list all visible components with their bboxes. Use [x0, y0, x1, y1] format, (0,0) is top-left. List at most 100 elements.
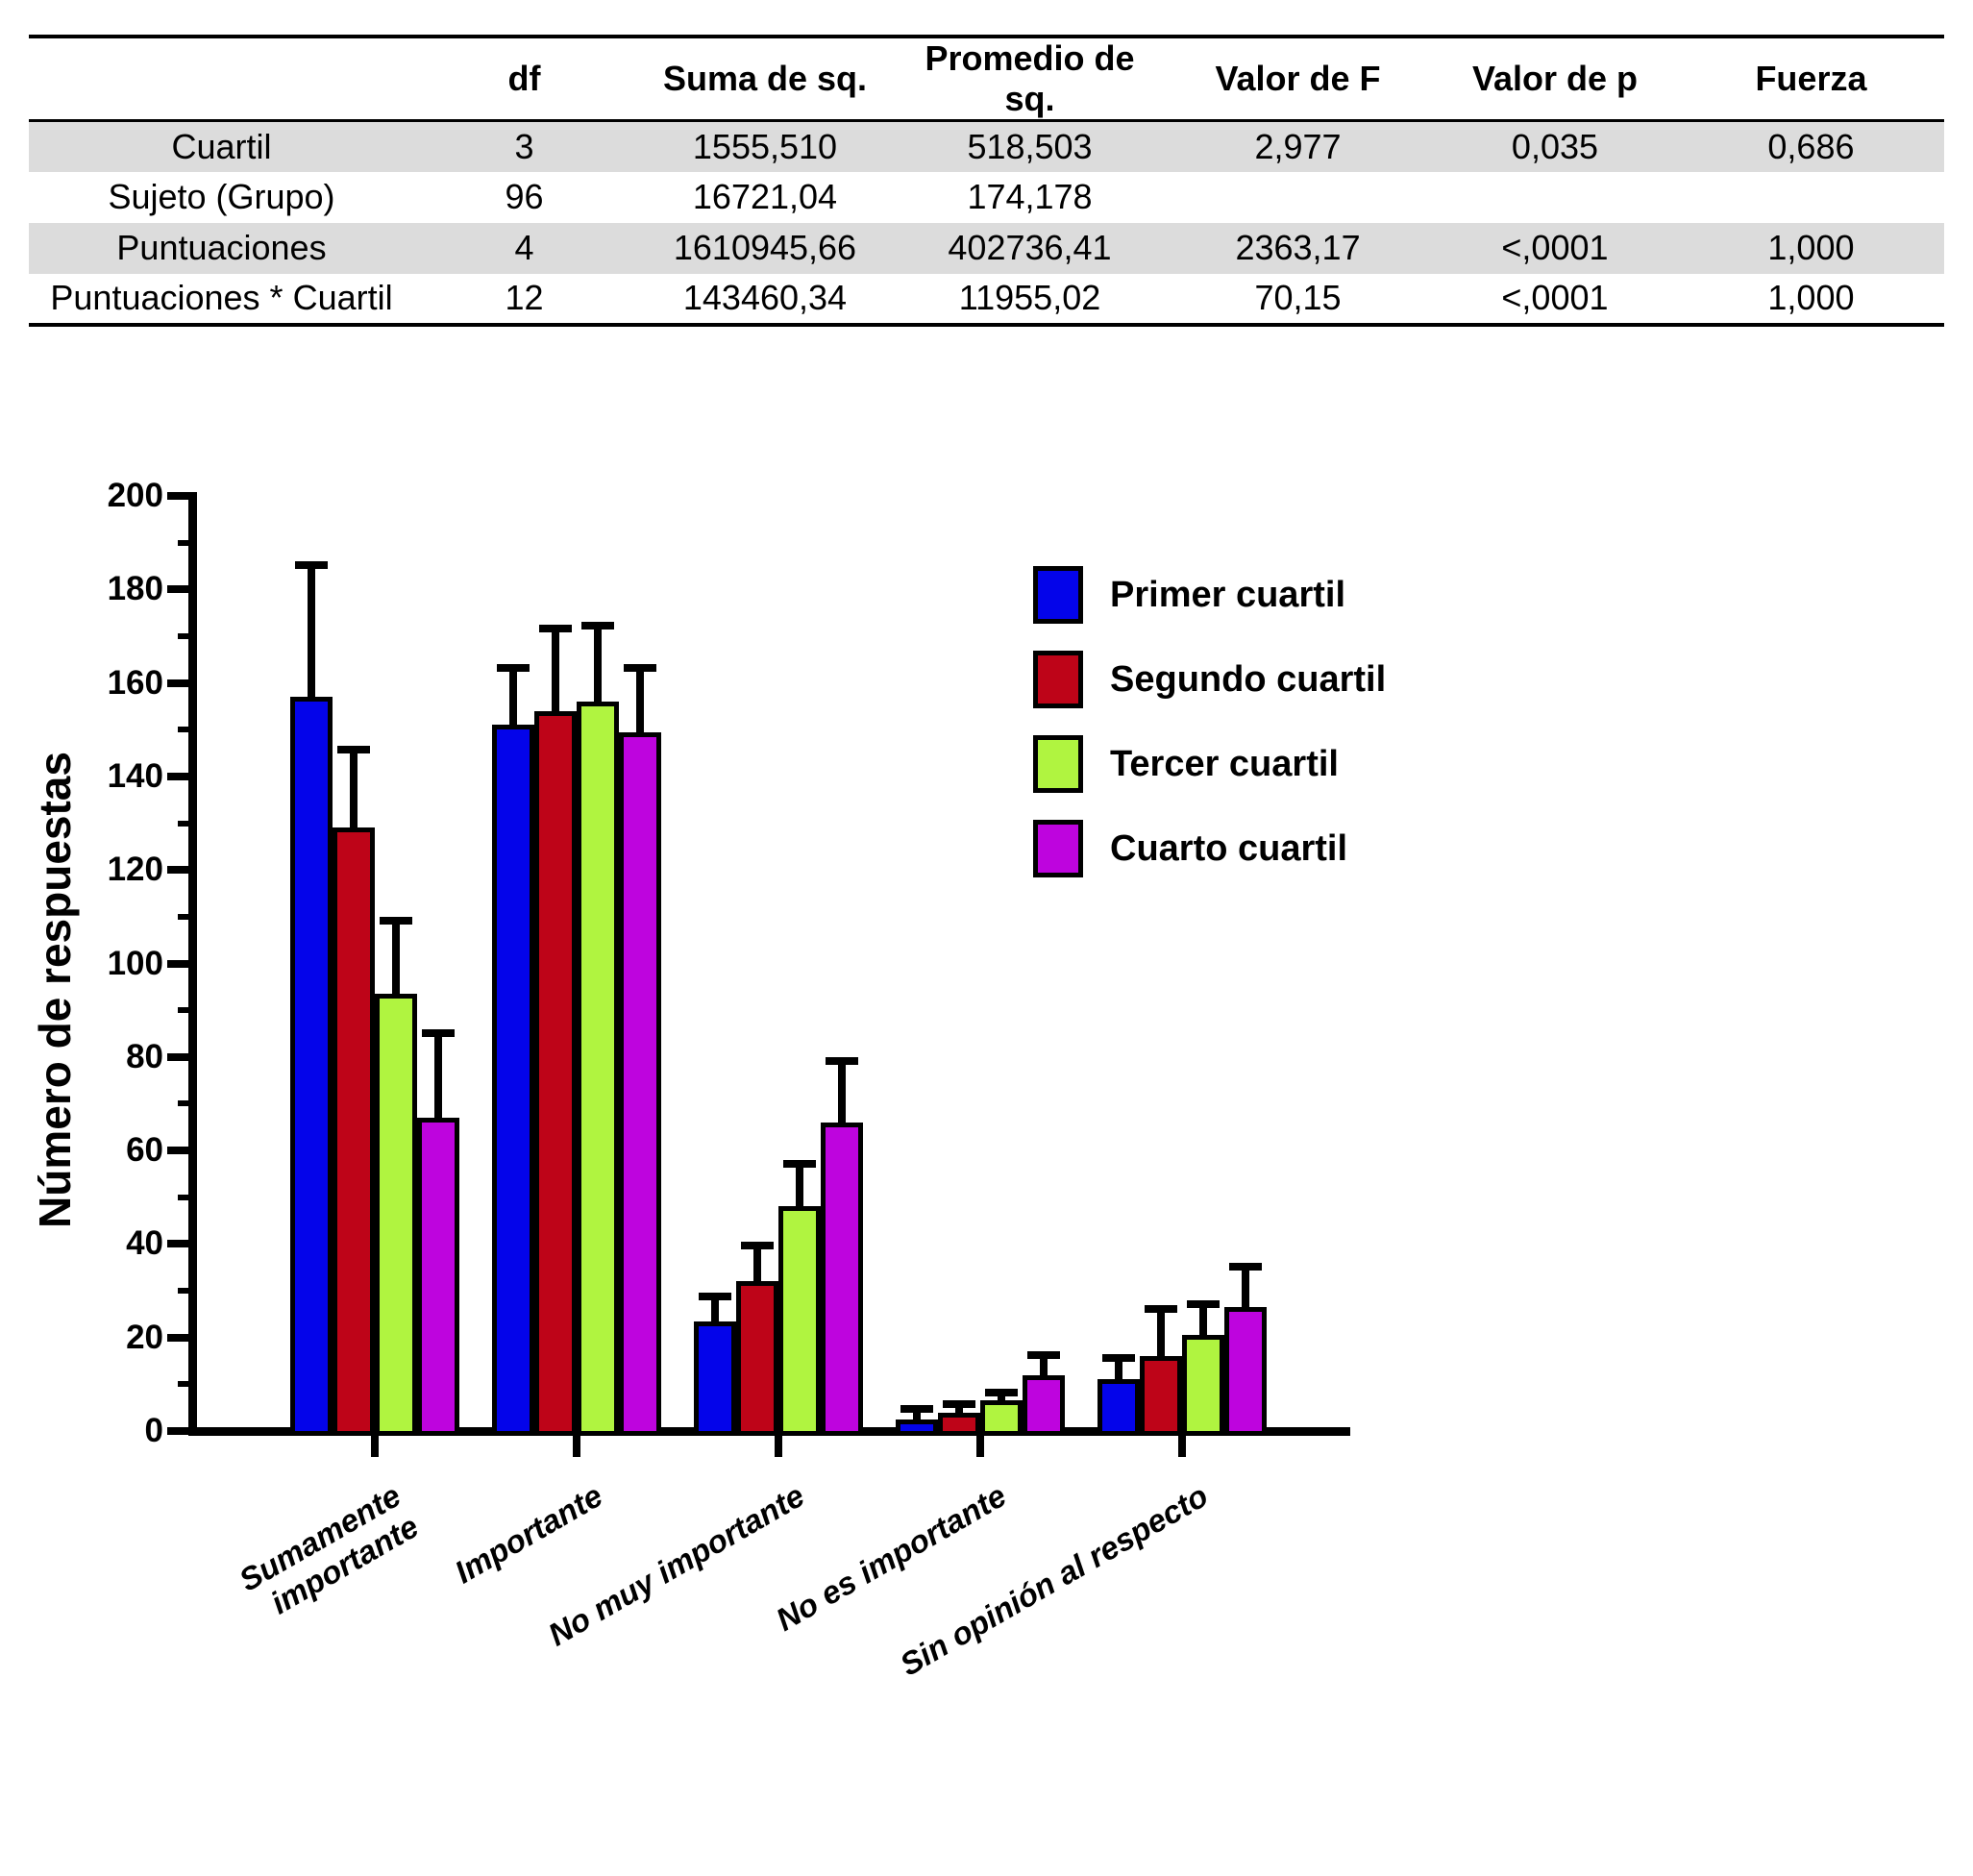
y-major-tick	[167, 1333, 188, 1342]
legend-swatch-icon	[1033, 566, 1083, 624]
error-bar-line	[955, 1400, 963, 1417]
error-bar-line	[636, 664, 644, 736]
bar-tercer-cuartil	[577, 702, 619, 1436]
bar-cuarto-cuartil	[821, 1122, 863, 1436]
legend-label: Cuarto cuartil	[1110, 827, 1348, 869]
y-minor-tick	[178, 1288, 188, 1295]
anova-cell: 2,977	[1254, 126, 1342, 166]
bar-primer-cuartil	[1097, 1379, 1140, 1436]
anova-cell: 3	[514, 126, 534, 166]
anova-row: Cuartil 3 1555,510 518,503 2,977 0,035 0,686	[29, 120, 1944, 172]
anova-col-header: df	[507, 59, 541, 98]
y-major-tick	[167, 959, 188, 968]
anova-cell: 1,000	[1767, 228, 1855, 267]
anova-cell: Cuartil	[171, 126, 272, 166]
bar-tercer-cuartil	[980, 1400, 1023, 1436]
y-minor-tick	[178, 1007, 188, 1014]
y-major-tick	[167, 1052, 188, 1061]
legend-swatch-icon	[1033, 820, 1083, 877]
bar-cuarto-cuartil	[417, 1118, 459, 1436]
y-minor-tick	[178, 1100, 188, 1107]
anova-cell: 1555,510	[692, 126, 838, 166]
x-tick	[1178, 1436, 1186, 1457]
anova-col-header: Promedio de sq.	[925, 38, 1135, 118]
error-bar-line	[998, 1389, 1005, 1405]
y-minor-tick	[178, 820, 188, 827]
legend-label: Segundo cuartil	[1110, 658, 1387, 700]
anova-col-header: Suma de sq.	[662, 59, 868, 98]
anova-row: Puntuaciones * Cuartil 12 143460,34 11955,0…	[29, 274, 1944, 325]
anova-col-header	[29, 37, 414, 121]
y-major-tick	[167, 1240, 188, 1248]
bar-segundo-cuartil	[534, 710, 577, 1436]
anova-table-header: df Suma de sq. Promedio de sq. Valor de F Va…	[29, 37, 1944, 121]
anova-cell: 70,15	[1254, 278, 1342, 317]
anova-cell: Puntuaciones	[116, 228, 327, 267]
anova-col-header: Valor de F	[1215, 59, 1381, 98]
y-tick-label: 60	[126, 1131, 163, 1170]
legend-label: Primer cuartil	[1110, 574, 1345, 615]
bar-segundo-cuartil	[333, 827, 375, 1436]
error-bar-line	[913, 1405, 921, 1423]
anova-cell: 11955,02	[958, 278, 1101, 317]
anova-cell: <,0001	[1501, 278, 1609, 317]
error-bar-line	[711, 1293, 719, 1325]
x-tick	[371, 1436, 379, 1457]
x-tick	[573, 1436, 580, 1457]
legend-item: Tercer cuartil	[1033, 735, 1339, 793]
anova-cell	[1432, 172, 1678, 223]
y-major-tick	[167, 1147, 188, 1155]
x-tick	[775, 1436, 782, 1457]
bar-cuarto-cuartil	[1023, 1374, 1065, 1436]
bar-tercer-cuartil	[778, 1206, 821, 1436]
y-minor-tick	[178, 539, 188, 546]
error-bar-line	[594, 622, 602, 706]
anova-col-header: Valor de p	[1471, 59, 1638, 98]
error-bar-line	[838, 1056, 846, 1126]
anova-cell: 12	[505, 278, 544, 317]
anova-cell: 1610945,66	[673, 228, 857, 267]
y-major-tick	[167, 679, 188, 687]
error-bar-line	[552, 624, 559, 715]
error-bar-line	[1115, 1353, 1122, 1384]
bar-primer-cuartil	[896, 1419, 938, 1436]
error-bar-line	[1157, 1304, 1165, 1361]
anova-cell	[1678, 172, 1944, 223]
y-tick-label: 100	[107, 944, 163, 982]
bar-segundo-cuartil	[938, 1412, 980, 1436]
bar-cuarto-cuartil	[619, 731, 661, 1436]
anova-cell: 16721,04	[692, 177, 838, 216]
error-bar-line	[308, 561, 315, 702]
anova-cell: 1,000	[1767, 278, 1855, 317]
bar-cuarto-cuartil	[1224, 1307, 1267, 1436]
y-tick-label: 180	[107, 570, 163, 608]
anova-col-header: Fuerza	[1755, 59, 1867, 98]
bar-segundo-cuartil	[736, 1281, 778, 1436]
y-tick-label: 120	[107, 851, 163, 889]
y-axis-line	[188, 492, 197, 1436]
y-major-tick	[167, 585, 188, 594]
anova-cell: Puntuaciones * Cuartil	[50, 278, 393, 317]
y-minor-tick	[178, 1381, 188, 1388]
anova-cell: 174,178	[967, 177, 1093, 216]
anova-table: df Suma de sq. Promedio de sq. Valor de F Va…	[29, 35, 1944, 327]
error-bar-line	[392, 916, 400, 999]
y-tick-label: 40	[126, 1224, 163, 1263]
legend-swatch-icon	[1033, 735, 1083, 793]
bar-primer-cuartil	[492, 725, 534, 1436]
y-minor-tick	[178, 913, 188, 920]
y-minor-tick	[178, 1194, 188, 1200]
anova-row: Puntuaciones 4 1610945,66 402736,41 2363,17 <…	[29, 222, 1944, 274]
anova-cell: 96	[505, 177, 544, 216]
y-tick-label: 140	[107, 756, 163, 795]
bar-tercer-cuartil	[1182, 1335, 1224, 1436]
anova-row: Sujeto (Grupo) 96 16721,04 174,178	[29, 172, 1944, 223]
legend-label: Tercer cuartil	[1110, 743, 1339, 784]
error-bar-line	[350, 746, 358, 832]
y-tick-label: 80	[126, 1037, 163, 1075]
legend-item: Cuarto cuartil	[1033, 820, 1347, 877]
error-bar-line	[753, 1241, 761, 1286]
y-tick-label: 160	[107, 663, 163, 702]
y-major-tick	[167, 492, 188, 500]
y-tick-label: 20	[126, 1318, 163, 1356]
